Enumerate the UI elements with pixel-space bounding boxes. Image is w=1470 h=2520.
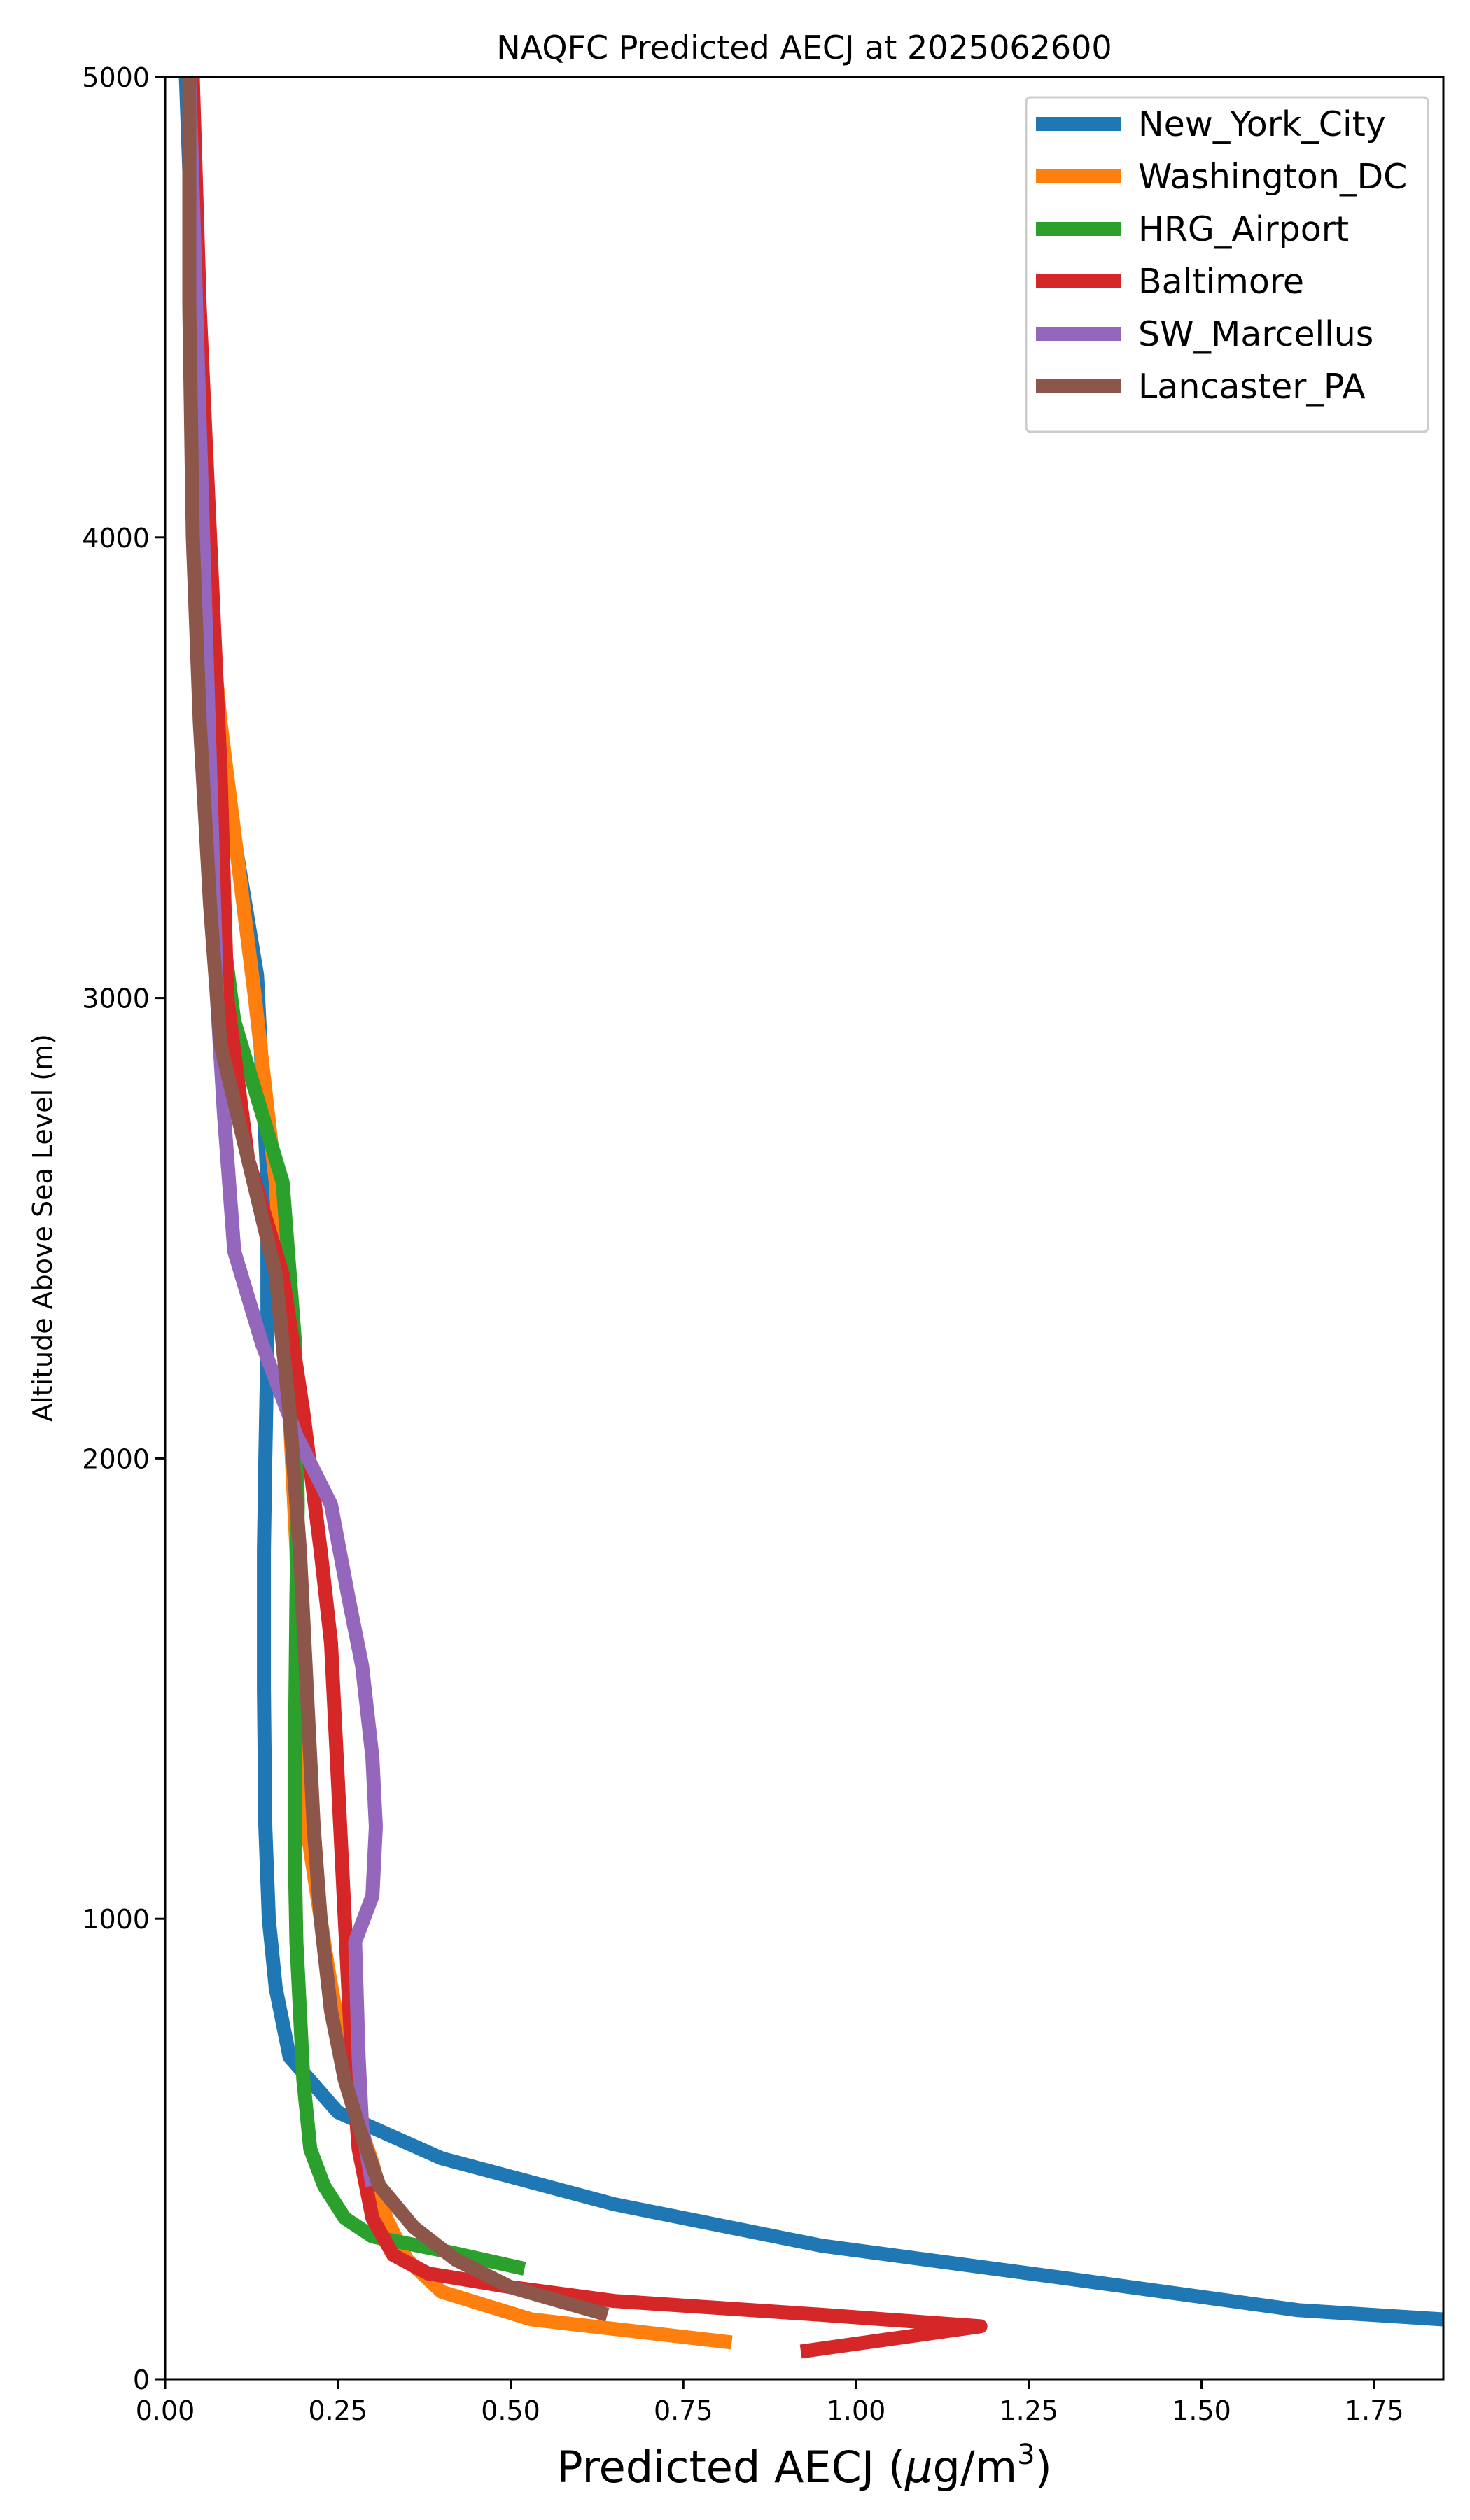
legend: New_York_City Washington_DC HRG_Airport Bal… [1025, 96, 1429, 433]
plot-frame [164, 76, 1445, 2381]
x-axis-label: Predicted AECJ (μg/m3) [556, 2439, 1052, 2493]
y-tick-label: 0 [133, 2365, 150, 2395]
x-axis-label-main: Predicted AECJ ( [556, 2442, 905, 2493]
x-axis-label-superscript: 3 [1017, 2439, 1035, 2471]
y-tick-label: 2000 [82, 1443, 150, 1474]
legend-label-SW_Marcellus: SW_Marcellus [1138, 314, 1373, 354]
legend-label-HRG_Airport: HRG_Airport [1138, 209, 1349, 249]
x-axis-label-unit: g/m [932, 2442, 1017, 2493]
legend-box [1025, 96, 1429, 433]
legend-label-Lancaster_PA: Lancaster_PA [1138, 367, 1366, 407]
y-tick-label: 1000 [82, 1904, 150, 1935]
series-lines [178, 77, 1443, 2359]
x-axis-ticks: 0.00 0.25 0.50 0.75 1.00 1.25 1.50 1.75 [136, 2379, 1404, 2426]
y-tick-label: 3000 [82, 983, 150, 1014]
x-tick-label: 0.00 [136, 2395, 195, 2426]
y-axis-label: Altitude Above Sea Level (m) [27, 1034, 58, 1422]
x-tick-label: 1.50 [1172, 2395, 1231, 2426]
x-tick-label: 0.75 [654, 2395, 713, 2426]
series-line-Lancaster_PA [182, 77, 610, 2322]
x-axis-label-mu: μ [904, 2442, 932, 2493]
x-tick-label: 0.25 [308, 2395, 368, 2426]
legend-label-Baltimore: Baltimore [1138, 262, 1304, 302]
x-tick-label: 0.50 [481, 2395, 540, 2426]
x-tick-label: 1.75 [1345, 2395, 1404, 2426]
x-tick-label: 1.00 [827, 2395, 886, 2426]
legend-label-Washington_DC: Washington_DC [1138, 157, 1407, 197]
series-line-SW_Marcellus [182, 77, 383, 2188]
x-axis-label-close: ) [1035, 2442, 1052, 2493]
series-line-Baltimore [186, 77, 988, 2359]
y-tick-label: 4000 [82, 523, 150, 554]
legend-label-New_York_City: New_York_City [1138, 104, 1386, 144]
y-axis-ticks: 0 1000 2000 3000 4000 5000 [82, 62, 165, 2395]
x-tick-label: 1.25 [999, 2395, 1058, 2426]
y-tick-label: 5000 [82, 62, 150, 93]
chart-title: NAQFC Predicted AECJ at 2025062600 [496, 29, 1112, 66]
